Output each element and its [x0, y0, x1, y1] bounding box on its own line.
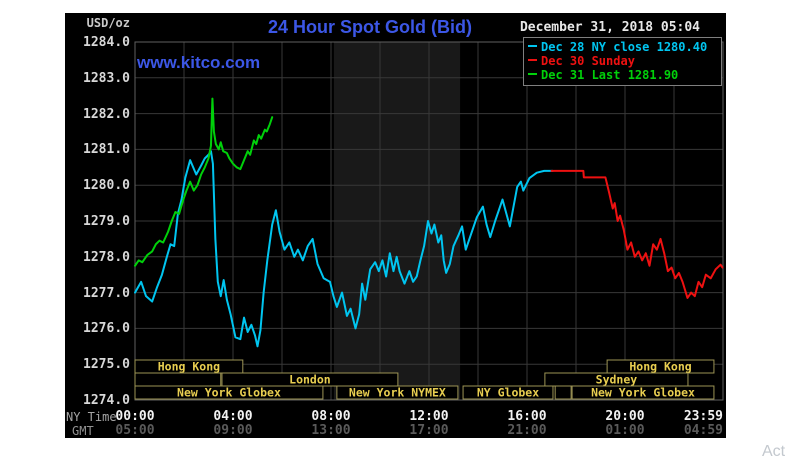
x-tick-ny: 23:59: [683, 409, 723, 424]
y-tick-label: 1281.0: [83, 142, 130, 158]
legend-item-dec30: Dec 30 Sunday: [528, 54, 718, 68]
legend-label-dec31: Dec 31 Last 1281.90: [541, 68, 679, 82]
partial-watermark-text: Act: [762, 443, 786, 460]
x-tick-ny: 12:00: [409, 409, 449, 424]
kitco-site-watermark: www.kitco.com: [137, 53, 261, 72]
x-tick-gmt: 05:00: [115, 423, 155, 438]
y-tick-label: 1279.0: [83, 214, 130, 229]
x-tick-ny: 08:00: [311, 409, 351, 424]
x-tick-gmt: 01:00: [605, 423, 645, 438]
chart-datetime: December 31, 2018 05:04: [519, 20, 700, 35]
y-tick-label: 1284.0: [83, 35, 130, 50]
y-tick-label: 1280.0: [83, 178, 130, 194]
legend-label-dec28: Dec 28 NY close 1280.40: [541, 40, 708, 54]
chart-title: 24 Hour Spot Gold (Bid): [268, 17, 472, 37]
y-axis-unit-label: USD/oz: [86, 16, 130, 30]
x-tick-gmt: 04:59: [683, 423, 723, 438]
x-tick-ny: 20:00: [605, 409, 645, 424]
y-tick-label: 1282.0: [83, 106, 130, 122]
legend-dash-dec28: [528, 45, 537, 47]
legend-item-dec28: Dec 28 NY close 1280.40: [528, 40, 718, 54]
x-axis-name-gmt: GMT: [72, 424, 94, 438]
x-tick-gmt: 21:00: [507, 423, 547, 438]
y-tick-label: 1275.0: [83, 357, 130, 373]
legend-dash-dec31: [528, 73, 537, 75]
y-tick-label: 1277.0: [83, 285, 130, 301]
legend-label-dec30: Dec 30 Sunday: [541, 54, 635, 68]
x-tick-ny: 04:00: [213, 409, 253, 424]
x-tick-ny: 16:00: [507, 409, 547, 424]
y-tick-label: 1276.0: [83, 321, 130, 337]
x-tick-gmt: 09:00: [213, 423, 253, 438]
x-tick-gmt: 13:00: [311, 423, 351, 438]
legend-item-dec31: Dec 31 Last 1281.90: [528, 68, 718, 82]
legend-box: Dec 28 NY close 1280.40 Dec 30 Sunday De…: [523, 37, 722, 86]
legend-dash-dec30: [528, 59, 537, 61]
x-tick-gmt: 17:00: [409, 423, 449, 438]
x-tick-ny: 00:00: [115, 409, 155, 424]
y-tick-label: 1278.0: [83, 249, 130, 265]
x-axis-name-ny-time: NY Time: [66, 410, 117, 424]
y-tick-label: 1274.0: [83, 393, 130, 408]
y-tick-label: 1283.0: [83, 70, 130, 86]
